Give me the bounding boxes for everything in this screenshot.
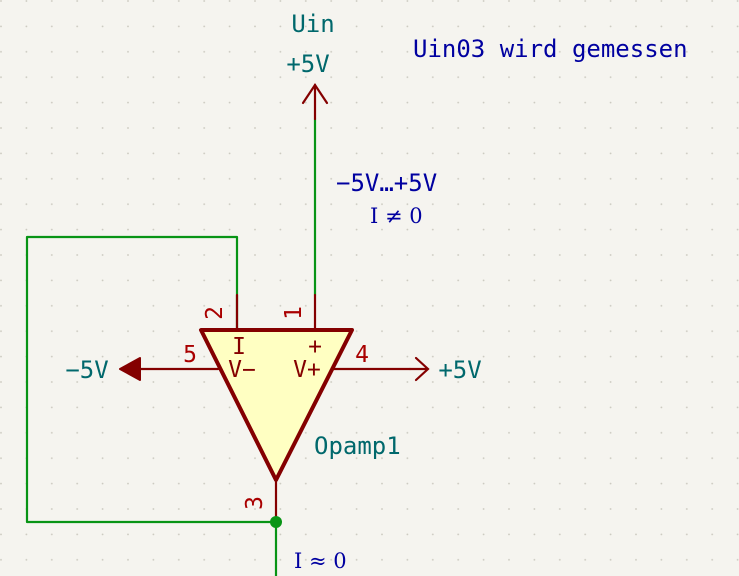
pin-number-3: 3 <box>242 496 268 510</box>
note-current-bottom[interactable]: I ≈ 0 <box>294 549 347 573</box>
uin-power-arrow <box>301 83 329 105</box>
junction-dot[interactable] <box>270 516 282 528</box>
power-symbol-pos5v[interactable]: +5V <box>408 356 482 384</box>
note-current-top[interactable]: I ≠ 0 <box>370 204 423 228</box>
pos5v-power-arrow <box>408 356 430 382</box>
power-symbol-neg5v[interactable]: −5V <box>65 356 141 384</box>
note-range[interactable]: −5V…+5V <box>336 169 437 197</box>
wires <box>25 117 317 576</box>
note-measured[interactable]: Uin03 wird gemessen <box>413 35 688 63</box>
power-symbol-uin[interactable]: Uin +5V <box>286 10 335 121</box>
neg5v-power-value: −5V <box>65 356 108 384</box>
pin-number-1: 1 <box>281 306 307 320</box>
neg5v-power-arrow <box>119 357 141 381</box>
pin-name-5: V− <box>228 357 256 383</box>
pin-number-2: 2 <box>202 306 228 320</box>
uin-net-name: Uin <box>291 10 334 38</box>
pin-name-plus-sign: + <box>308 334 322 360</box>
pin-number-4: 4 <box>355 342 369 368</box>
pos5v-power-value: +5V <box>438 356 481 384</box>
pin-name-1: V+ <box>293 357 321 383</box>
opamp-reference[interactable]: Opamp1 <box>314 432 401 460</box>
wire-feedback-loop[interactable] <box>25 235 278 524</box>
pin-number-5: 5 <box>183 342 197 368</box>
opamp-body <box>199 328 354 482</box>
uin-power-value: +5V <box>286 50 329 78</box>
pin-name-2: I <box>232 334 246 360</box>
opamp-symbol[interactable]: 2 1 3 5 4 I + V− V+ <box>138 293 412 524</box>
